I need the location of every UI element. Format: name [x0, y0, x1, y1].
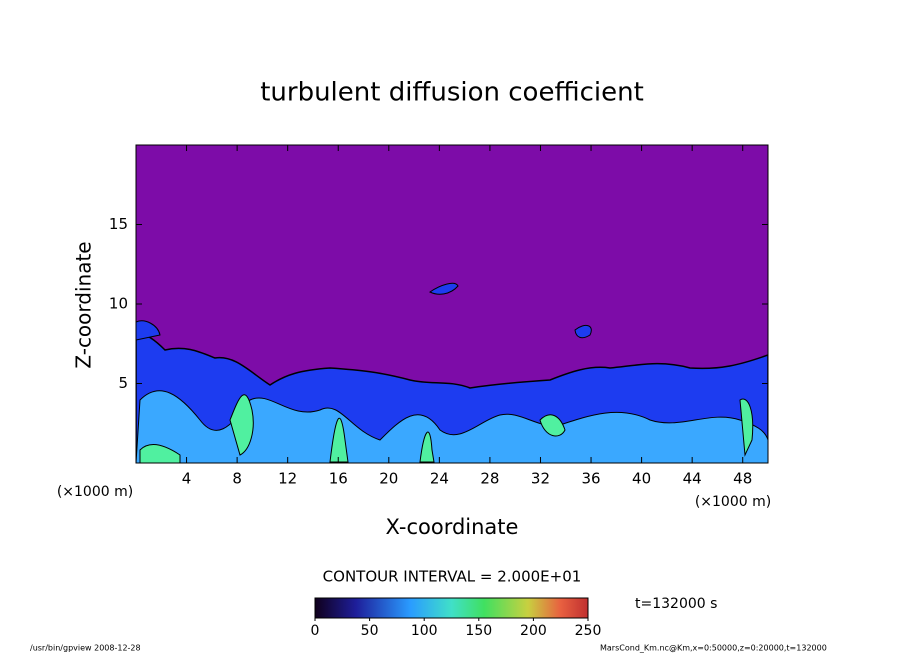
x-tick-label: 40 — [632, 470, 651, 488]
x-tick-label: 20 — [379, 470, 398, 488]
x-tick-label: 28 — [480, 470, 499, 488]
y-axis-unit: (×1000 m) — [57, 484, 133, 500]
y-tick-label: 5 — [118, 374, 128, 392]
y-tick-label: 10 — [109, 295, 128, 313]
footer-right: MarsCond_Km.nc@Km,x=0:50000,z=0:20000,t=… — [600, 644, 827, 653]
y-tick-label: 15 — [109, 215, 128, 233]
y-axis-label: Z-coordinate — [72, 241, 96, 368]
footer-left: /usr/bin/gpview 2008-12-28 — [30, 644, 141, 653]
turbulent-green — [139, 394, 754, 463]
colorbar-tick-label: 250 — [575, 623, 602, 639]
x-tick-label: 36 — [581, 470, 600, 488]
time-label: t=132000 s — [635, 596, 717, 612]
contour-interval: CONTOUR INTERVAL = 2.000E+01 — [323, 568, 582, 586]
x-tick-label: 16 — [329, 470, 348, 488]
colorbar — [314, 597, 589, 619]
chart-title: turbulent diffusion coefficient — [260, 78, 644, 108]
x-tick-label: 32 — [531, 470, 550, 488]
x-axis-label: X-coordinate — [386, 515, 519, 539]
x-tick-label: 4 — [182, 470, 192, 488]
x-tick-label: 12 — [278, 470, 297, 488]
x-tick-label: 48 — [733, 470, 752, 488]
contour-field — [136, 145, 768, 463]
x-tick-label: 8 — [232, 470, 242, 488]
upper-blobs — [136, 282, 592, 341]
x-axis-unit: (×1000 m) — [695, 494, 771, 510]
colorbar-tick-label: 100 — [411, 623, 438, 639]
colorbar-tick-label: 0 — [311, 623, 320, 639]
colorbar-tick-label: 150 — [465, 623, 492, 639]
x-tick-label: 44 — [683, 470, 702, 488]
colorbar-tick-label: 50 — [361, 623, 379, 639]
x-tick-label: 24 — [430, 470, 449, 488]
colorbar-tick-label: 200 — [520, 623, 547, 639]
